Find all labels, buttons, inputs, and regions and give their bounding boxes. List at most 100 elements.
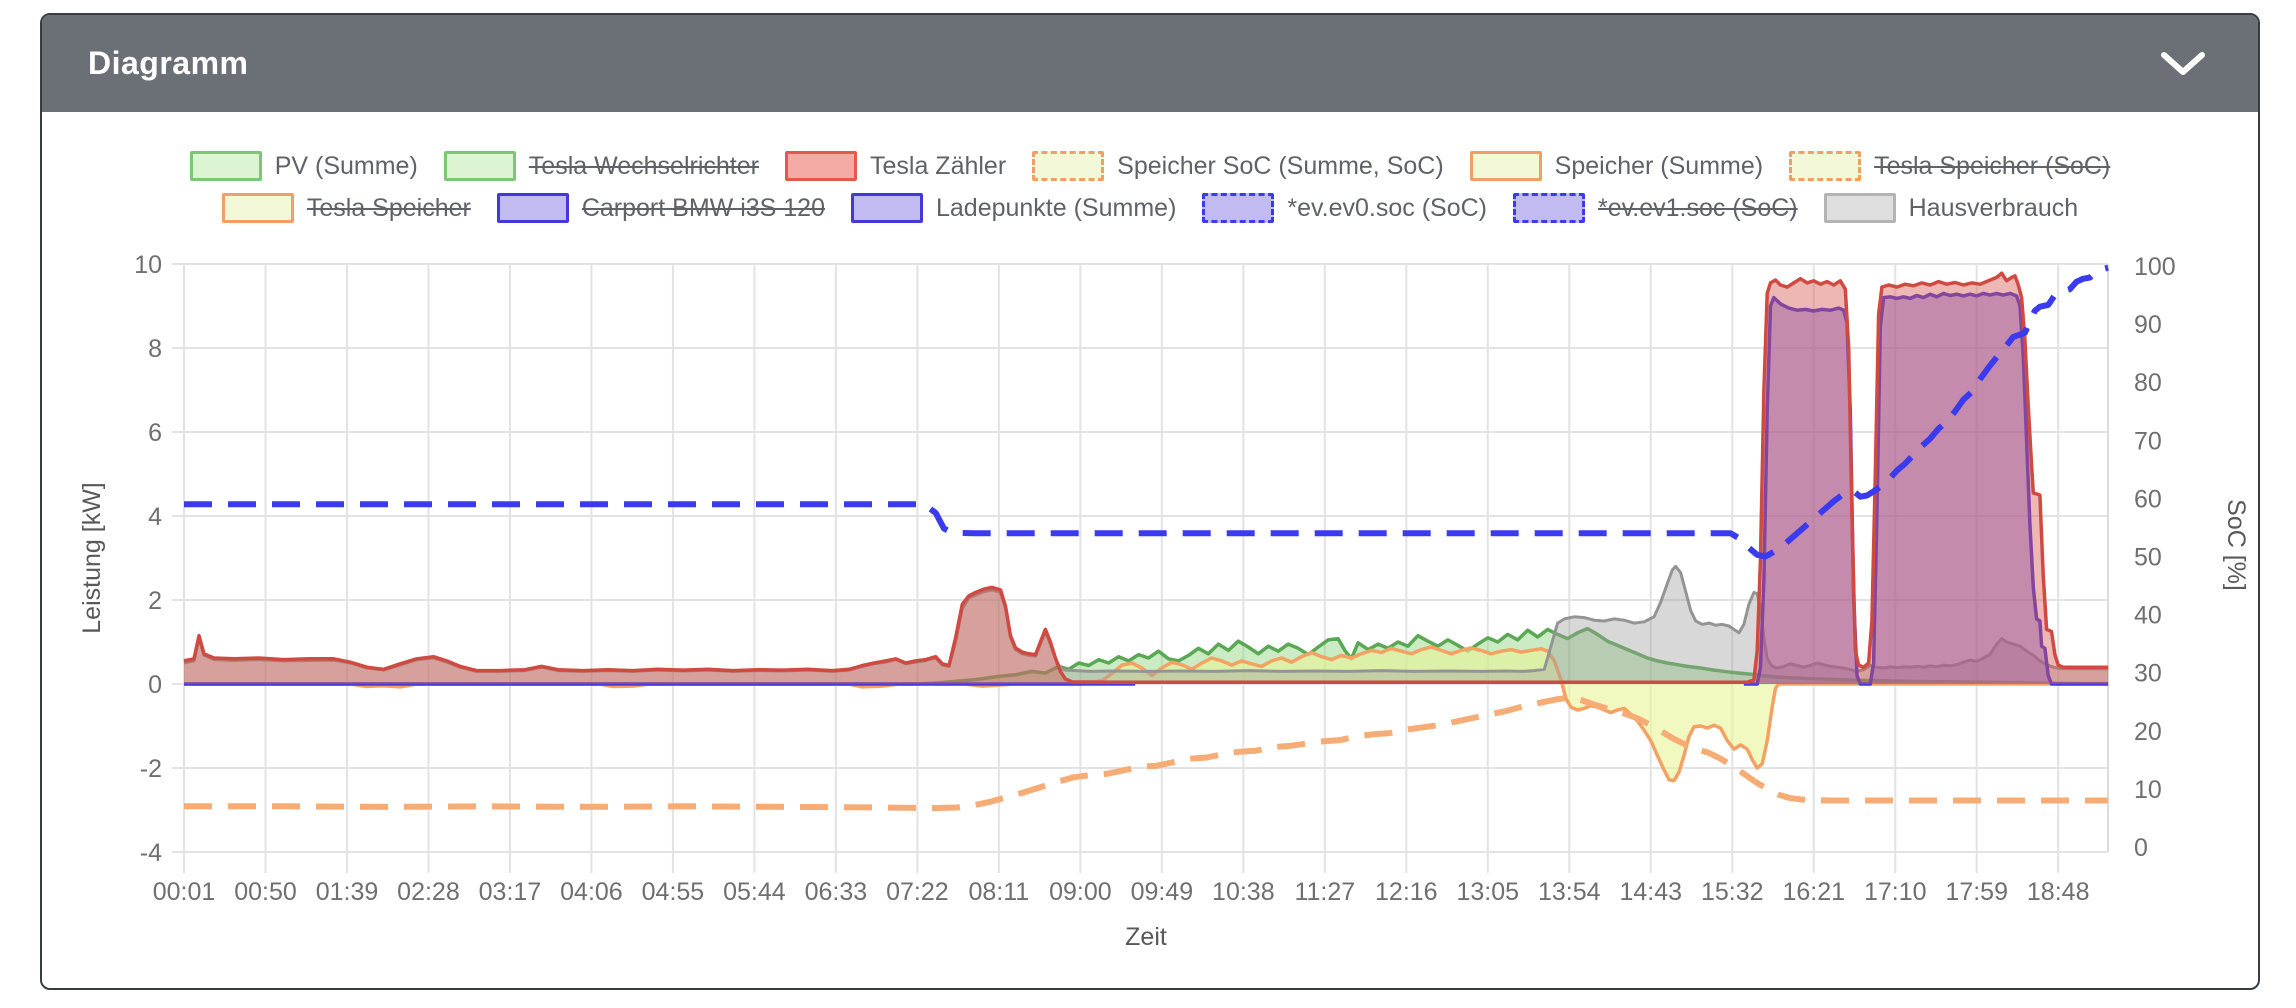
- y-left-tick-label: 6: [148, 419, 162, 447]
- x-tick-label: 17:59: [1945, 878, 2008, 906]
- legend-swatch: [443, 151, 516, 181]
- y-right-tick-label: 20: [2134, 718, 2162, 746]
- x-tick-label: 04:06: [560, 878, 623, 906]
- y-left-tick-label: -4: [140, 839, 162, 867]
- y-right-tick-label: 30: [2134, 660, 2162, 688]
- x-tick-label: 07:22: [886, 878, 949, 906]
- legend-item[interactable]: Carport BMW i3S 120: [496, 193, 825, 223]
- legend-item[interactable]: Hausverbrauch: [1823, 193, 2079, 223]
- legend-row-2: Tesla Speicher Carport BMW i3S 120 Ladepun…: [221, 193, 2079, 223]
- x-axis-title: Zeit: [1125, 923, 1167, 951]
- legend-label: Tesla Speicher: [306, 193, 471, 222]
- series-area-hausverbrauch: [184, 566, 2109, 684]
- legend-swatch: [784, 151, 857, 181]
- legend-swatch: [1789, 151, 1862, 181]
- series-area-pv-summe: [184, 628, 2109, 684]
- y-left-tick-label: 0: [148, 671, 162, 699]
- x-tick-label: 18:48: [2027, 878, 2090, 906]
- y-left-tick-label: 4: [148, 503, 162, 531]
- diagram-panel-header[interactable]: Diagramm: [42, 15, 2258, 112]
- y-left-axis-title: Leistung [kW]: [78, 482, 106, 633]
- legend-item[interactable]: Speicher SoC (Summe, SoC): [1032, 151, 1444, 181]
- x-tick-label: 00:01: [153, 878, 216, 906]
- legend-label: PV (Summe): [274, 151, 418, 180]
- y-right-tick-label: 70: [2134, 427, 2162, 455]
- y-left-tick-label: 8: [148, 335, 162, 363]
- x-tick-label: 01:39: [316, 878, 379, 906]
- y-right-tick-label: 100: [2134, 253, 2176, 281]
- legend-item[interactable]: Speicher (Summe): [1469, 151, 1764, 181]
- y-right-tick-label: 50: [2134, 544, 2162, 572]
- legend-label: Speicher (Summe): [1554, 151, 1764, 180]
- legend-swatch: [1823, 193, 1896, 223]
- y-right-tick-label: 10: [2134, 776, 2162, 804]
- legend-label: Ladepunkte (Summe): [935, 193, 1177, 222]
- legend-item[interactable]: Tesla Speicher (SoC): [1789, 151, 2110, 181]
- x-tick-label: 04:55: [642, 878, 705, 906]
- legend-item[interactable]: Ladepunkte (Summe): [850, 193, 1177, 223]
- series-line-tesla-zaehler: [183, 271, 2109, 685]
- y-right-axis-title: SoC [%]: [2222, 499, 2250, 591]
- legend-item[interactable]: PV (Summe): [189, 151, 418, 181]
- legend-swatch: [1469, 151, 1542, 181]
- chevron-down-icon[interactable]: [2160, 51, 2206, 77]
- x-tick-label: 03:17: [479, 878, 542, 906]
- legend-label: Tesla Zähler: [869, 151, 1007, 180]
- x-tick-label: 09:00: [1049, 878, 1112, 906]
- legend-swatch: [1032, 151, 1105, 181]
- x-tick-label: 13:05: [1457, 878, 1520, 906]
- y-left-tick-label: 2: [148, 587, 162, 615]
- y-right-tick-label: 80: [2134, 369, 2162, 397]
- x-tick-label: 15:32: [1701, 878, 1764, 906]
- x-tick-label: 12:16: [1375, 878, 1438, 906]
- legend-label: Hausverbrauch: [1908, 193, 2079, 222]
- legend-label: *ev.ev0.soc (SoC): [1287, 193, 1487, 222]
- diagram-panel: Diagramm 00:01 00:50 01:39 02:28 03:17 04:06 0…: [40, 13, 2260, 990]
- y-right-tick-label: 60: [2134, 485, 2162, 513]
- chart-plot-area[interactable]: [184, 264, 2108, 852]
- legend-label: Tesla Wechselrichter: [528, 151, 759, 180]
- x-tick-label: 06:33: [805, 878, 868, 906]
- legend-swatch: [850, 193, 923, 223]
- legend-item[interactable]: *ev.ev0.soc (SoC): [1202, 193, 1487, 223]
- legend-label: Speicher SoC (Summe, SoC): [1117, 151, 1444, 180]
- x-tick-label: 00:50: [234, 878, 297, 906]
- legend-item[interactable]: *ev.ev1.soc (SoC): [1513, 193, 1798, 223]
- legend-swatch: [496, 193, 569, 223]
- x-tick-label: 14:43: [1619, 878, 1682, 906]
- y-left-tick-label: 10: [134, 251, 162, 279]
- panel-title: Diagramm: [88, 45, 249, 81]
- x-tick-label: 13:54: [1538, 878, 1601, 906]
- legend-row-1: PV (Summe) Tesla Wechselrichter Tesla Zähl…: [189, 151, 2110, 181]
- legend-swatch: [221, 193, 294, 223]
- diagram-chart[interactable]: 00:01 00:50 01:39 02:28 03:17 04:06 04:55 05:44…: [42, 15, 2260, 990]
- x-tick-label: 11:27: [1294, 878, 1355, 906]
- legend-swatch: [189, 151, 262, 181]
- y-right-tick-label: 40: [2134, 602, 2162, 630]
- legend-item[interactable]: Tesla Zähler: [784, 151, 1007, 181]
- legend-label: *ev.ev1.soc (SoC): [1598, 193, 1798, 222]
- x-tick-label: 08:11: [969, 878, 1030, 906]
- legend-item[interactable]: Tesla Speicher: [221, 193, 471, 223]
- series-area-ladepunkte-summe: [1743, 293, 2109, 684]
- legend-label: Tesla Speicher (SoC): [1874, 151, 2111, 180]
- series-line-pv-summe: [184, 626, 2109, 686]
- series-line-ev-ev0-soc: [184, 264, 2109, 560]
- legend-swatch: [1513, 193, 1585, 223]
- series-line-speicher-soc: [184, 694, 2109, 812]
- chart-series: [183, 264, 2109, 812]
- chart-legend: PV (Summe) Tesla Wechselrichter Tesla Zähl…: [42, 151, 2258, 223]
- y-right-tick-label: 0: [2134, 834, 2148, 862]
- legend-swatch: [1202, 193, 1275, 223]
- axis-tick-labels: 00:01 00:50 01:39 02:28 03:17 04:06 04:55 05:44…: [78, 251, 2250, 951]
- x-tick-label: 09:49: [1131, 878, 1194, 906]
- x-tick-label: 10:38: [1212, 878, 1275, 906]
- legend-item[interactable]: Tesla Wechselrichter: [443, 151, 759, 181]
- x-tick-label: 17:10: [1864, 878, 1927, 906]
- legend-label: Carport BMW i3S 120: [581, 193, 825, 222]
- x-tick-label: 05:44: [723, 878, 786, 906]
- x-tick-label: 16:21: [1782, 878, 1845, 906]
- y-right-tick-label: 90: [2134, 311, 2162, 339]
- y-left-tick-label: -2: [140, 755, 162, 783]
- series-area-tesla-zaehler: [184, 273, 2109, 684]
